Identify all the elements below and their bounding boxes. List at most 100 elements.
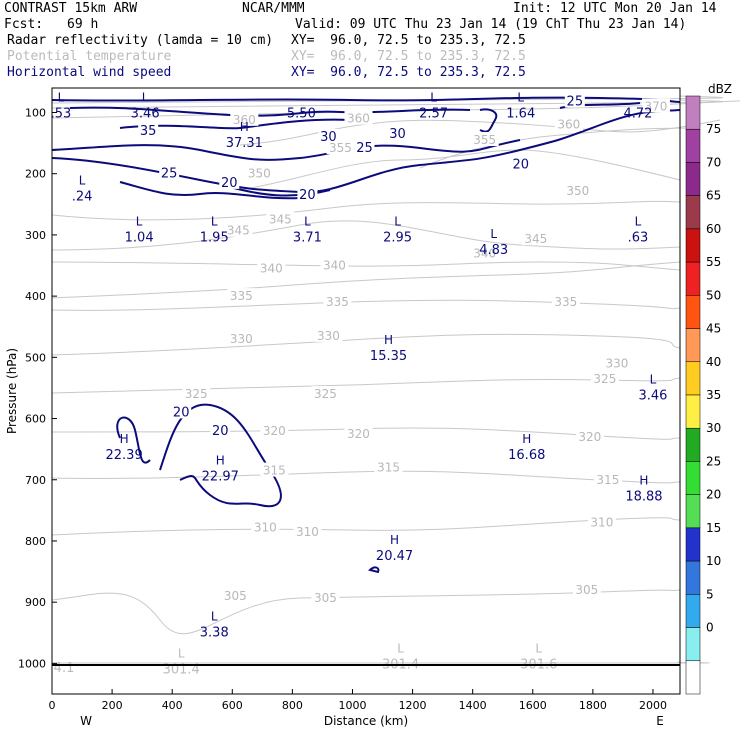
colorbar-swatch xyxy=(685,228,701,263)
fcst-value: 69 h xyxy=(67,17,99,32)
theta-label: 320 xyxy=(347,427,370,441)
x-tick-label: 2000 xyxy=(639,699,667,712)
wind-label-bg xyxy=(219,174,240,189)
colorbar-level: 70 xyxy=(706,155,721,169)
wind-label-bg xyxy=(387,125,408,140)
extremum-value: 20.47 xyxy=(376,549,413,564)
wind-label-bg xyxy=(171,404,192,419)
extremum-value: 16.68 xyxy=(508,448,545,463)
colorbar-swatch xyxy=(685,461,701,495)
extremum-marker: L xyxy=(490,227,497,241)
y-tick-label: 100 xyxy=(25,106,46,119)
extremum-marker: L xyxy=(650,373,657,387)
extremum-value: 4.83 xyxy=(479,243,508,258)
extremum-marker: L xyxy=(136,215,143,229)
extremum-marker: H xyxy=(639,474,648,488)
theta-label: 320 xyxy=(578,430,601,444)
legend-wind: Horizontal wind speed xyxy=(7,65,172,80)
theta-label-bg xyxy=(521,231,550,246)
theta-label: 325 xyxy=(593,372,616,386)
extremum-value: .24 xyxy=(72,190,93,205)
wind-label: 20 xyxy=(221,176,238,191)
y-axis-label: Pressure (hPa) xyxy=(5,348,19,434)
theta-label-bg xyxy=(260,462,289,477)
colorbar-swatch xyxy=(685,427,701,462)
y-tick-label: 800 xyxy=(25,535,46,548)
theta-label-bg xyxy=(344,425,373,440)
theta-label: 310 xyxy=(590,516,613,530)
theta-label-bg xyxy=(260,422,289,437)
theta-label: 310 xyxy=(254,521,277,535)
theta-label: 330 xyxy=(230,332,253,346)
extremum-marker: L xyxy=(211,610,218,624)
fcst-label: Fcst: xyxy=(4,17,44,32)
theta-label: 325 xyxy=(314,387,337,401)
theta-label-bg xyxy=(323,294,352,309)
theta-label-bg xyxy=(326,139,355,154)
wind-label: 20 xyxy=(173,405,190,420)
theta-label-bg xyxy=(266,211,295,226)
extremum-marker: L xyxy=(430,90,437,104)
wind-label: 20 xyxy=(299,188,316,203)
theta-label-bg xyxy=(572,581,601,596)
legend-theta: Potential temperature xyxy=(7,49,172,64)
wind-label: 20 xyxy=(512,158,529,173)
extremum-value: 22.39 xyxy=(106,448,143,463)
colorbar-swatch xyxy=(685,295,701,329)
colorbar-swatch xyxy=(685,261,701,296)
colorbar-unit: dBZ xyxy=(708,82,732,96)
theta-label: 370 xyxy=(645,99,668,113)
colorbar-swatch xyxy=(685,494,701,529)
valid-time: Valid: 09 UTC Thu 23 Jan 14 (19 ChT Thu … xyxy=(295,17,687,32)
extremum-marker: L xyxy=(517,90,524,104)
x-tick-label: 1800 xyxy=(579,699,607,712)
colorbar-swatch xyxy=(685,560,701,595)
theta-label-bg xyxy=(344,110,373,125)
theta-label: 350 xyxy=(248,167,271,181)
colorbar-level: 5 xyxy=(706,587,714,601)
colorbar-swatch xyxy=(685,162,701,196)
wind-label-bg xyxy=(564,93,585,108)
x-tick-label: 1400 xyxy=(459,699,487,712)
colorbar-swatch xyxy=(685,527,701,562)
colorbar-swatch xyxy=(685,95,701,130)
theta-label-bg xyxy=(311,589,340,604)
theta-contours xyxy=(51,95,740,664)
theta-label: 335 xyxy=(554,295,577,309)
theta-label-bg xyxy=(470,245,499,260)
theta-label-bg xyxy=(641,98,670,113)
wind-label-bg xyxy=(297,187,318,202)
wind-label-bg xyxy=(318,128,339,143)
colorbar-level: 50 xyxy=(706,288,721,302)
theta-label-bg xyxy=(257,260,286,275)
theta-label: 350 xyxy=(566,184,589,198)
theta-label-bg xyxy=(227,330,256,345)
x-tick-label: 1200 xyxy=(399,699,427,712)
colorbar-swatch xyxy=(685,394,701,429)
legend-reflectivity: Radar reflectivity (lamda = 10 cm) xyxy=(7,33,274,48)
extremum-value: 3.71 xyxy=(293,231,322,246)
model-title: CONTRAST 15km ARW xyxy=(4,1,138,16)
theta-label-bg xyxy=(230,111,259,126)
colorbar-level: 15 xyxy=(706,521,721,535)
y-tick-label: 700 xyxy=(25,474,46,487)
wind-label-bg xyxy=(159,165,180,180)
theta-label: 345 xyxy=(524,232,547,246)
colorbar-level: 25 xyxy=(706,454,721,468)
legend-reflectivity-xy: XY= 96.0, 72.5 to 235.3, 72.5 xyxy=(291,33,526,48)
theta-label: 345 xyxy=(269,213,292,227)
theta-label-bg xyxy=(590,370,619,385)
colorbar-swatch xyxy=(685,627,701,662)
x-tick-label: 1000 xyxy=(338,699,366,712)
theta-label-bg xyxy=(551,294,580,309)
theta-label-bg xyxy=(293,523,322,538)
west-label: W xyxy=(80,714,92,728)
extremum-marker: L xyxy=(535,641,542,655)
colorbar-swatch xyxy=(685,361,701,396)
theta-label-bg xyxy=(470,132,499,147)
theta-label: 340 xyxy=(260,262,283,276)
theta-label-bg xyxy=(374,459,403,474)
y-tick-label: 900 xyxy=(25,596,46,609)
